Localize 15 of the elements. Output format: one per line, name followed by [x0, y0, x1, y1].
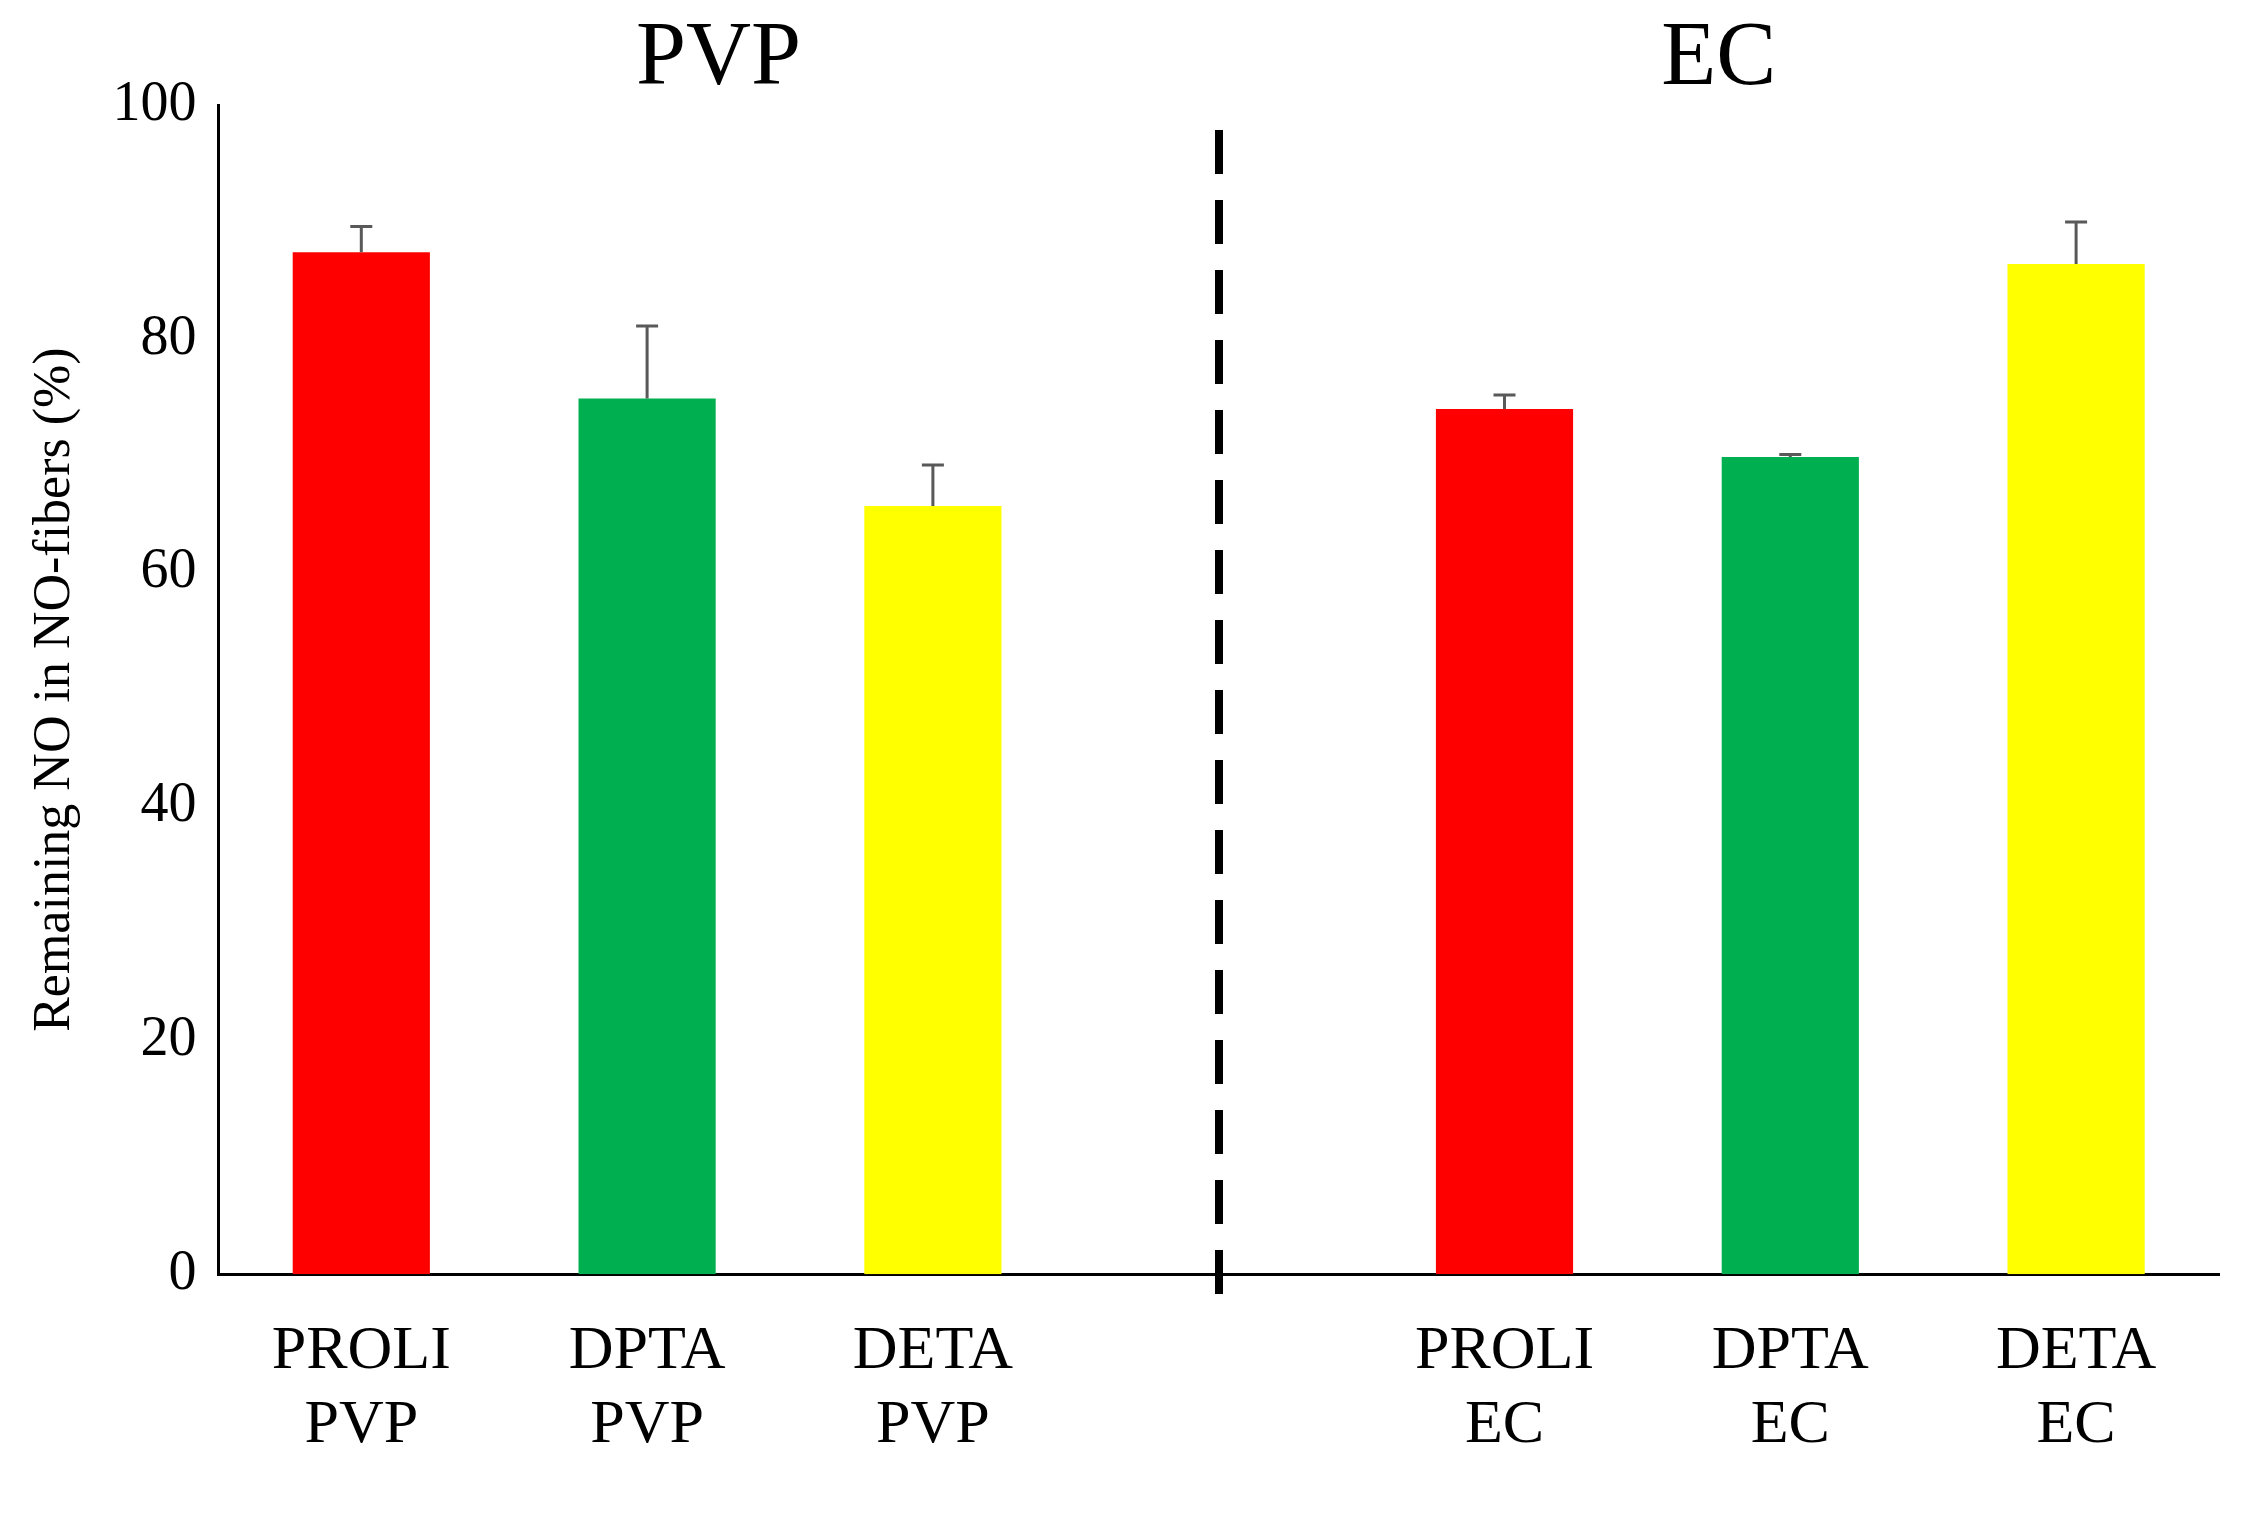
x-tick-label: DPTA EC: [1711, 1312, 1869, 1456]
text: PVP: [636, 3, 802, 103]
x-tick-label: PROLI PVP: [271, 1312, 451, 1456]
x-tick-label: DPTA PVP: [568, 1312, 726, 1456]
y-tick-label: 40: [140, 771, 197, 834]
y-axis-title: Remaining NO in NO-fibers (%): [22, 347, 81, 1032]
x-tick-label: DETA EC: [1995, 1312, 2157, 1456]
y-tick-label: 100: [112, 69, 197, 132]
y-tick-label: 80: [140, 303, 197, 366]
x-tick-label: DETA PVP: [852, 1312, 1014, 1456]
text: EC: [1661, 3, 1777, 103]
x-tick-label: PROLI EC: [1414, 1312, 1595, 1456]
y-tick-label: 60: [140, 537, 197, 600]
y-tick-label: 20: [140, 1005, 197, 1068]
y-tick-label: 0: [168, 1238, 197, 1301]
